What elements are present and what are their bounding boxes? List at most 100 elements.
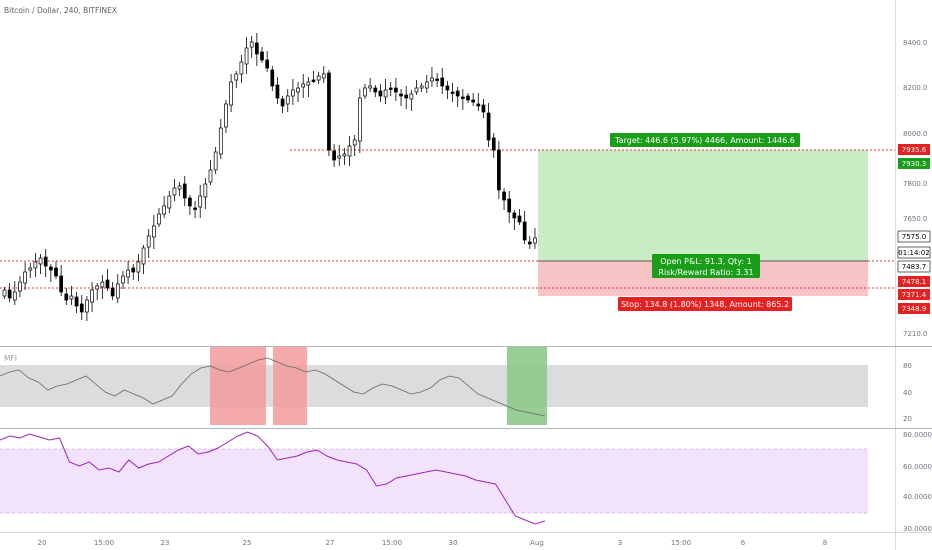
bear-candle bbox=[110, 287, 115, 297]
stop-label-text: Stop: 134.8 (1.80%) 1348, Amount: 865.2 bbox=[621, 300, 789, 309]
pnl-label-bg bbox=[652, 254, 760, 278]
mfi-label: MFI bbox=[4, 354, 17, 363]
bull-candle bbox=[208, 169, 213, 183]
bear-candle bbox=[43, 256, 48, 267]
bear-candle bbox=[399, 93, 403, 97]
bull-candle bbox=[337, 155, 342, 159]
time-label: 3 bbox=[618, 539, 622, 547]
time-label: 6 bbox=[741, 539, 746, 547]
bull-candle bbox=[368, 85, 372, 89]
bear-candle bbox=[59, 275, 64, 293]
bear-candle bbox=[79, 303, 84, 313]
stop-label-bg bbox=[618, 297, 792, 311]
mfi-tick: 80 bbox=[903, 362, 912, 370]
bear-candle bbox=[394, 87, 398, 93]
symbol-title[interactable]: Bitcoin / Dollar, 240, BITFINEX bbox=[4, 6, 117, 15]
countdown-tag-text: 01:14:02 bbox=[898, 249, 929, 257]
bull-candle bbox=[100, 281, 105, 288]
price-tick: 8400.0 bbox=[903, 39, 928, 47]
target-sub-tag-text: 7930.3 bbox=[902, 160, 927, 168]
bear-candle bbox=[48, 266, 53, 271]
bear-candle bbox=[517, 215, 522, 223]
time-label: 8 bbox=[823, 539, 827, 547]
bear-candle bbox=[527, 241, 532, 245]
target-zone[interactable] bbox=[538, 150, 868, 261]
bear-candle bbox=[512, 212, 517, 219]
bear-candle bbox=[486, 112, 491, 141]
time-label: 23 bbox=[161, 539, 170, 547]
bear-candle bbox=[440, 77, 445, 87]
mfi-overbought-highlight bbox=[210, 347, 266, 425]
open-pnl-text: Open P&L: 91.3, Qty: 1 bbox=[660, 257, 751, 266]
bull-candle bbox=[347, 145, 352, 157]
bull-candle bbox=[383, 89, 388, 98]
entry-level-tag bbox=[897, 260, 931, 273]
pnl-label-box[interactable]: Open P&L: 91.3, Qty: 1 Risk/Reward Ratio… bbox=[652, 254, 760, 278]
bull-candle bbox=[2, 289, 7, 297]
bear-candle bbox=[435, 78, 439, 81]
bull-candle bbox=[121, 275, 125, 284]
bull-candle bbox=[90, 289, 94, 303]
mfi-band bbox=[0, 365, 868, 407]
bull-candle bbox=[424, 81, 429, 89]
rsi-tick: 60.0000 bbox=[903, 463, 932, 471]
bear-candle bbox=[522, 221, 527, 241]
bull-candle bbox=[224, 103, 228, 128]
bear-candle bbox=[327, 72, 331, 151]
bear-candle bbox=[275, 84, 280, 99]
time-label: 25 bbox=[243, 539, 252, 547]
rsi-panel[interactable]: 80.0000 60.0000 40.0000 30.0000 bbox=[0, 431, 932, 533]
bull-candle bbox=[234, 73, 239, 81]
bull-candle bbox=[414, 87, 419, 93]
bear-candle bbox=[507, 198, 512, 213]
bull-candle bbox=[203, 183, 208, 198]
bull-candle bbox=[69, 295, 74, 300]
bull-candle bbox=[321, 73, 326, 79]
price-tags[interactable]: 7935.6 7930.3 7575.0 01:14:02 7483.7 747… bbox=[897, 144, 931, 314]
target-label-bg bbox=[610, 133, 800, 147]
bear-candle bbox=[388, 87, 393, 90]
bear-candle bbox=[491, 137, 496, 151]
time-label: 20 bbox=[38, 539, 47, 547]
bull-candle bbox=[141, 247, 146, 265]
bull-candle bbox=[244, 47, 249, 65]
mfi-tick: 40 bbox=[903, 389, 912, 397]
target-sub-tag bbox=[898, 158, 930, 169]
stop-level-tag-text: 7348.9 bbox=[902, 305, 927, 313]
mfi-tick: 20 bbox=[903, 415, 912, 423]
rsi-band bbox=[0, 449, 868, 513]
rsi-line bbox=[0, 431, 546, 525]
time-label: Aug bbox=[530, 539, 544, 547]
mfi-panel[interactable]: MFI 80 40 20 bbox=[0, 347, 912, 425]
bull-candle bbox=[229, 81, 233, 106]
price-tick: 8000.0 bbox=[903, 130, 928, 138]
candlestick-series[interactable] bbox=[2, 33, 537, 321]
bull-candle bbox=[177, 185, 182, 190]
stop-label-box[interactable]: Stop: 134.8 (1.80%) 1348, Amount: 865.2 bbox=[618, 297, 792, 311]
bull-candle bbox=[198, 195, 203, 208]
price-tick: 8200.0 bbox=[903, 84, 928, 92]
bull-candle bbox=[358, 97, 362, 142]
price-axis[interactable]: 8400.0 8200.0 8000.0 7800.0 7650.0 7210.… bbox=[903, 39, 928, 338]
bear-candle bbox=[445, 85, 450, 91]
rsi-tick: 40.0000 bbox=[903, 493, 932, 501]
bear-candle bbox=[471, 99, 475, 103]
time-axis[interactable]: 20 15:00 23 25 27 15:00 30 Aug 3 15:00 6… bbox=[38, 539, 828, 547]
bull-candle bbox=[28, 267, 33, 271]
bear-candle bbox=[280, 98, 285, 107]
time-label: 30 bbox=[449, 539, 458, 547]
rsi-tick: 30.0000 bbox=[903, 525, 932, 533]
bear-candle bbox=[455, 90, 460, 97]
target-level-tag bbox=[898, 144, 930, 155]
bull-candle bbox=[12, 291, 17, 301]
bear-candle bbox=[404, 94, 409, 99]
bear-candle bbox=[476, 103, 481, 107]
target-label-box[interactable]: Target: 446.6 (5.97%) 4466, Amount: 1446… bbox=[610, 133, 800, 147]
price-tick: 7800.0 bbox=[903, 180, 928, 188]
bull-candle bbox=[152, 225, 156, 238]
bear-candle bbox=[131, 267, 136, 273]
time-label: 15:00 bbox=[94, 539, 114, 547]
stop-sub-tag bbox=[898, 289, 930, 300]
stop-upper-tag-text: 7478.1 bbox=[902, 278, 927, 286]
